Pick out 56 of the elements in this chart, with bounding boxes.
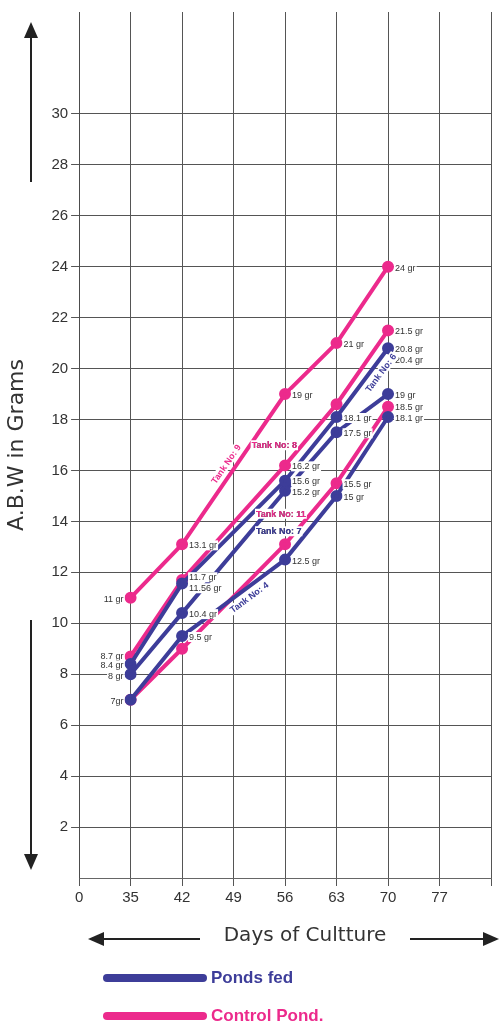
data-label: 15.5 gr <box>343 479 372 490</box>
x-tick-label: 77 <box>431 888 448 906</box>
y-tick-label: 22 <box>51 307 69 325</box>
data-label: 18.1 gr <box>395 413 424 424</box>
data-label: 17.5 gr <box>343 428 372 439</box>
data-label: 10.4 gr <box>189 609 218 620</box>
y-tick-label: 8 <box>59 664 69 682</box>
series-label: Tank No: 11 <box>255 508 306 519</box>
text: Ponds fed <box>211 968 294 988</box>
y-tick-label: 6 <box>59 715 69 733</box>
data-label: 20.8 gr <box>395 343 424 354</box>
y-tick-label: 2 <box>59 817 69 835</box>
y-tick-label: 26 <box>51 205 69 223</box>
y-tick-label: 24 <box>51 256 69 274</box>
data-label: 19 gr <box>292 390 313 401</box>
text: Control Pond. <box>211 1006 324 1026</box>
y-tick-label: 30 <box>51 104 69 122</box>
data-label: 15 gr <box>343 491 365 502</box>
data-label: 16.2 gr <box>292 461 321 472</box>
y-tick-label: 20 <box>51 358 69 376</box>
y-tick-label: 16 <box>51 460 69 478</box>
series-label: Tank No: 8 <box>251 440 298 451</box>
data-label: 15.6 gr <box>292 476 321 487</box>
x-axis-title: Days of Cultture <box>222 922 388 946</box>
y-tick-label: 12 <box>51 562 69 580</box>
data-label: 8.7 gr <box>100 650 124 661</box>
data-label: 15.2 gr <box>292 487 321 498</box>
y-tick-label: 10 <box>51 613 69 631</box>
series-label: Tank No: 7 <box>256 526 302 537</box>
data-label: 21.5 gr <box>395 326 424 337</box>
data-label: 13.1 gr <box>189 540 218 551</box>
x-tick-label: 0 <box>74 888 84 906</box>
data-label: 12.5 gr <box>292 555 321 566</box>
data-label: 8 gr <box>108 671 124 682</box>
y-tick-label: 28 <box>51 154 69 172</box>
x-tick-label: 35 <box>122 888 139 906</box>
data-label: 8.4 gr <box>100 660 124 671</box>
x-tick-label: 63 <box>328 888 345 906</box>
data-label: 11.7 gr <box>189 572 217 583</box>
x-tick-label: 42 <box>173 888 191 906</box>
y-axis-title: A.B.W in Grams <box>2 358 28 532</box>
x-tick-label: 56 <box>276 888 294 906</box>
data-label: 11.56 gr <box>189 583 222 594</box>
x-tick-label: 70 <box>379 888 397 906</box>
data-label: 9.5 gr <box>189 632 213 643</box>
text: Tank No: 4 <box>228 579 271 615</box>
data-label: 24 gr <box>395 262 416 273</box>
y-tick-label: 14 <box>51 511 69 529</box>
data-label: 11 gr <box>103 593 124 604</box>
y-tick-label: 4 <box>59 766 69 784</box>
data-label: 21 gr <box>343 339 365 350</box>
data-label: 18.5 gr <box>395 402 424 413</box>
data-label: 18.1 gr <box>343 412 372 423</box>
data-label: 7gr <box>110 695 124 706</box>
y-tick-label: 18 <box>51 409 69 427</box>
x-tick-label: 49 <box>225 888 242 906</box>
